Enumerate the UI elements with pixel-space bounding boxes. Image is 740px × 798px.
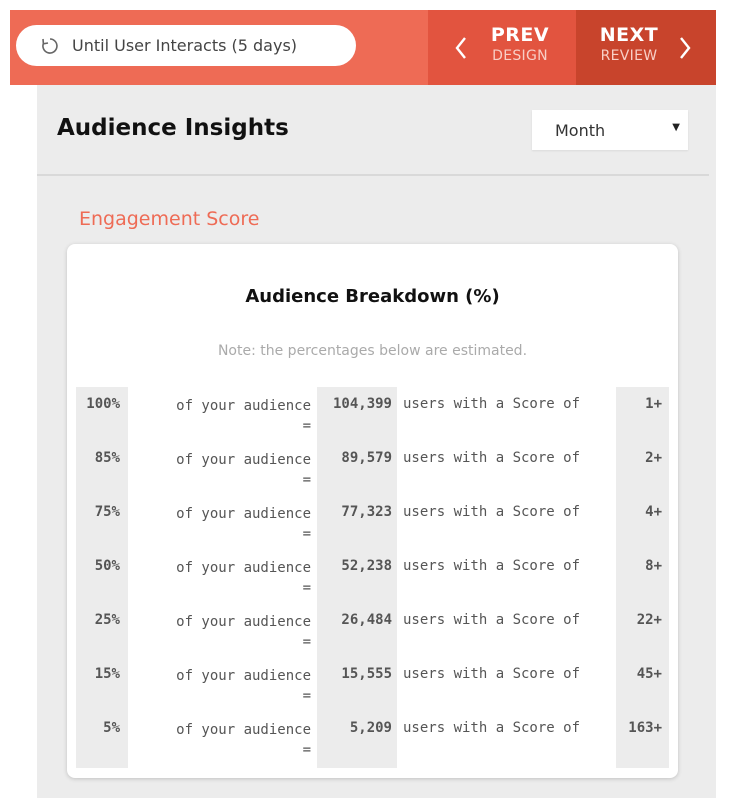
equals-sign: = <box>302 526 311 542</box>
table-row: 50% of your audience = 52,238 users with a S… <box>76 549 669 603</box>
equals-sign: = <box>302 418 311 434</box>
audience-label: of your audience <box>176 668 311 684</box>
table-row: 5% of your audience = 5,209 users with a Sco… <box>76 711 669 765</box>
breakdown-table: 100% of your audience = 104,399 users with a… <box>76 387 669 768</box>
users-count-cell: 26,484 <box>341 612 392 628</box>
percent-cell: 15% <box>94 666 120 682</box>
refresh-icon <box>40 35 62 57</box>
percent-cell: 5% <box>103 720 120 736</box>
equals-sign: = <box>302 580 311 596</box>
score-cell: 45+ <box>636 666 662 682</box>
score-column-shade <box>616 387 669 768</box>
timer-label: Until User Interacts (5 days) <box>72 36 298 55</box>
users-count-cell: 77,323 <box>341 504 392 520</box>
card-note: Note: the percentages below are estimate… <box>217 343 528 359</box>
equals-sign: = <box>302 742 311 758</box>
score-cell: 163+ <box>628 720 662 736</box>
chevron-right-icon <box>678 36 692 64</box>
table-row: 85% of your audience = 89,579 users with a S… <box>76 441 669 495</box>
chevron-left-icon <box>454 36 468 64</box>
audience-label-cell: of your audience = <box>151 450 311 490</box>
users-label-cell: users with a Score of <box>403 396 581 412</box>
score-cell: 1+ <box>645 396 662 412</box>
equals-sign: = <box>302 688 311 704</box>
audience-label: of your audience <box>176 398 311 414</box>
percent-cell: 85% <box>94 450 120 466</box>
users-label-cell: users with a Score of <box>403 504 581 520</box>
table-row: 100% of your audience = 104,399 users with a… <box>76 387 669 441</box>
users-count-cell: 104,399 <box>332 396 392 412</box>
users-count-cell: 52,238 <box>341 558 392 574</box>
users-count-cell: 89,579 <box>341 450 392 466</box>
percent-cell: 25% <box>94 612 120 628</box>
breakdown-card: Audience Breakdown (%) Note: the percent… <box>67 244 678 778</box>
audience-label-cell: of your audience = <box>151 612 311 652</box>
score-cell: 4+ <box>645 504 662 520</box>
score-cell: 22+ <box>636 612 662 628</box>
audience-insights-panel: Audience Insights Month ▼ Engagement Sco… <box>37 85 716 798</box>
prev-sublabel: DESIGN <box>492 48 548 64</box>
equals-sign: = <box>302 634 311 650</box>
audience-label: of your audience <box>176 506 311 522</box>
next-sublabel: REVIEW <box>600 48 658 64</box>
users-label-cell: users with a Score of <box>403 612 581 628</box>
next-label: NEXT <box>599 24 659 46</box>
audience-label: of your audience <box>176 560 311 576</box>
percent-cell: 75% <box>94 504 120 520</box>
percent-cell: 100% <box>86 396 120 412</box>
percent-cell: 50% <box>94 558 120 574</box>
next-review-button[interactable]: NEXT REVIEW <box>576 10 716 85</box>
prev-label: PREV <box>490 24 550 46</box>
divider <box>37 174 709 176</box>
page-title: Audience Insights <box>57 115 289 141</box>
period-select[interactable]: Month ▼ <box>532 110 688 150</box>
audience-label: of your audience <box>176 614 311 630</box>
users-count-cell: 15,555 <box>341 666 392 682</box>
users-label-cell: users with a Score of <box>403 450 581 466</box>
users-label-cell: users with a Score of <box>403 720 581 736</box>
users-label-cell: users with a Score of <box>403 666 581 682</box>
period-select-value: Month <box>555 120 606 140</box>
audience-label-cell: of your audience = <box>151 396 311 436</box>
score-cell: 2+ <box>645 450 662 466</box>
top-bar: Until User Interacts (5 days) PREV DESIG… <box>10 10 716 85</box>
section-label: Engagement Score <box>79 208 260 230</box>
audience-label-cell: of your audience = <box>151 720 311 760</box>
percent-column-shade <box>76 387 128 768</box>
audience-label: of your audience <box>176 722 311 738</box>
audience-label-cell: of your audience = <box>151 504 311 544</box>
equals-sign: = <box>302 472 311 488</box>
table-row: 25% of your audience = 26,484 users with a S… <box>76 603 669 657</box>
users-label-cell: users with a Score of <box>403 558 581 574</box>
score-cell: 8+ <box>645 558 662 574</box>
schedule-timer-button[interactable]: Until User Interacts (5 days) <box>16 25 356 66</box>
audience-label-cell: of your audience = <box>151 666 311 706</box>
dropdown-caret-icon: ▼ <box>672 122 680 133</box>
users-column-shade <box>317 387 397 768</box>
prev-design-button[interactable]: PREV DESIGN <box>428 10 576 85</box>
card-title: Audience Breakdown (%) <box>245 286 500 307</box>
table-row: 15% of your audience = 15,555 users with a S… <box>76 657 669 711</box>
users-count-cell: 5,209 <box>349 720 392 736</box>
audience-label: of your audience <box>176 452 311 468</box>
audience-label-cell: of your audience = <box>151 558 311 598</box>
table-row: 75% of your audience = 77,323 users with a S… <box>76 495 669 549</box>
